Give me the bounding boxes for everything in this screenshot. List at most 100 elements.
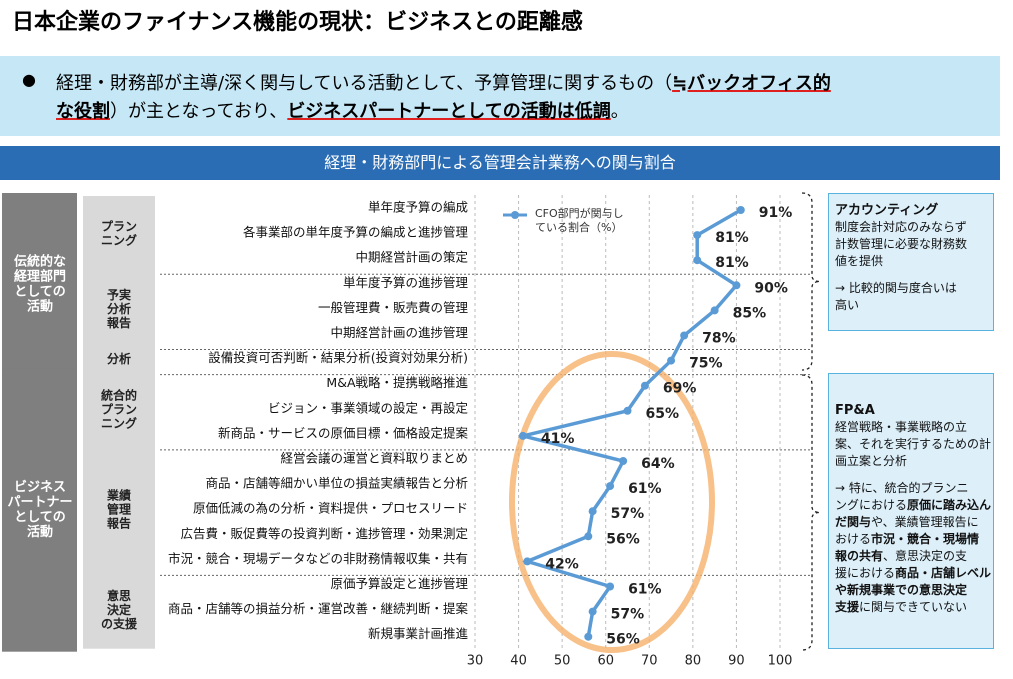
value-label: 78%	[702, 331, 736, 347]
data-point	[710, 306, 719, 315]
data-point	[518, 431, 527, 440]
value-label: 85%	[733, 305, 767, 321]
note-line: 援における商品・店舗レベル	[835, 565, 991, 582]
category-label: 新規事業計画推進	[368, 626, 469, 641]
legend-text: ている割合（%）	[535, 220, 622, 234]
category-label: 中期経営計画の策定	[355, 250, 468, 265]
summary-text: 。	[610, 101, 629, 122]
note-text: 高い	[835, 298, 860, 312]
note-heading: アカウンティング	[835, 203, 939, 218]
note-text: 値を提供	[835, 254, 884, 268]
subgroup-label: 統合的	[101, 387, 137, 402]
summary-text: 経理・財務部が主導/深く関与している活動として、予算管理に関するもの（	[56, 73, 673, 94]
value-label: 91%	[759, 205, 793, 221]
group-label: 経理部門	[14, 268, 66, 284]
data-point	[693, 256, 702, 265]
note-text: 、意思決定の支	[883, 549, 968, 563]
category-label: 原価予算設定と進捗管理	[330, 576, 468, 591]
summary-text: ビジネスパートナーとしての活動は低調	[287, 101, 611, 122]
group-box	[2, 193, 77, 376]
highlight-ellipse	[509, 351, 715, 653]
subgroup-label: 決定	[107, 602, 131, 617]
data-line	[522, 208, 742, 637]
subgroup-label: 報告	[107, 315, 131, 330]
group-label: パートナー	[7, 495, 72, 510]
group-label: 伝統的な	[14, 253, 66, 269]
note-line: 制度会計対応のみならず	[835, 219, 987, 236]
category-label: ビジョン・事業領域の設定・再設定	[268, 400, 468, 415]
category-label: 経営会議の運営と資料取りまとめ	[280, 451, 468, 466]
note-text: ングにおける	[835, 498, 908, 512]
x-tick-label: 30	[467, 654, 484, 669]
note-text: → 比較的関与度合いは	[835, 281, 957, 295]
data-point	[732, 281, 741, 290]
subgroup-label: 管理	[107, 502, 131, 517]
value-label: 57%	[611, 607, 645, 623]
note-heading: FP&A	[835, 403, 875, 418]
subgroup-label: 分析	[107, 301, 131, 316]
legend-text: CFO部門が関与し	[535, 206, 624, 220]
data-point	[640, 381, 649, 390]
category-label: 市況・競合・現場データなどの非財務情報収集・共有	[168, 551, 468, 566]
slide-title: 日本企業のファイナンス機能の現状：ビジネスとの距離感	[12, 10, 583, 35]
note-line: 報の共有、意思決定の支	[835, 548, 987, 565]
note-line: 計数管理に必要な財務数	[835, 236, 987, 253]
subgroup-box	[83, 371, 155, 448]
x-tick-label: 80	[685, 654, 702, 669]
note-line: 経営戦略・事業戦略の立	[835, 419, 987, 436]
note-box: アカウンティング制度会計対応のみならず計数管理に必要な財務数 値を提供 → 比較的関…	[828, 193, 994, 331]
data-point	[606, 482, 615, 491]
subgroup-label: プラン	[101, 219, 137, 234]
bracket	[801, 192, 821, 371]
subgroup-label: ニング	[101, 415, 137, 430]
note-line: おける市況・競合・現場情	[835, 531, 987, 548]
note-text: 制度会計対応のみならず	[835, 220, 967, 234]
value-label: 61%	[628, 582, 662, 598]
note-text: 報の共有	[835, 549, 884, 563]
subgroup-box	[83, 447, 155, 574]
category-label: 商品・店舗等の損益分析・運営改善・継続判断・提案	[168, 601, 469, 616]
data-point	[588, 607, 597, 616]
category-label: 単年度予算の編成	[368, 200, 468, 215]
category-label: 一般管理費・販売費の管理	[318, 300, 469, 315]
note-text: 画立案と分析	[835, 454, 908, 468]
note-text: 原価に踏み込ん	[907, 498, 992, 512]
note-line: → 特に、統合的プランニ	[835, 480, 987, 497]
note-line: → 比較的関与度合いは	[835, 280, 987, 297]
x-tick-label: 70	[641, 654, 658, 669]
subgroup-label: の支援	[101, 616, 138, 631]
note-text: 支援	[835, 600, 860, 614]
bracket	[801, 374, 821, 651]
x-tick-label: 100	[768, 654, 793, 669]
note-line: 画立案と分析	[835, 453, 987, 470]
summary-text: ≒バックオフィス的	[672, 73, 831, 94]
note-line: 案、それを実行するための計	[835, 436, 991, 453]
data-point	[680, 331, 689, 340]
value-label: 64%	[641, 456, 675, 472]
note-box: FP&A 経営戦略・事業戦略の立案、それを実行するための計 画立案と分析 → 特に、統…	[828, 373, 994, 649]
subgroup-box	[83, 346, 155, 373]
category-label: 中期経営計画の進捗管理	[330, 325, 468, 340]
category-label: 設備投資可否判断・結果分析(投資対効果分析)	[208, 350, 468, 365]
summary-line: 経理・財務部が主導/深く関与している活動として、予算管理に関するもの（≒バックオ…	[56, 69, 831, 95]
note-line: や新規事業での意思決定	[835, 582, 987, 599]
subgroup-label: プラン	[101, 401, 137, 416]
category-label: M&A戦略・提携戦略推進	[326, 375, 468, 390]
note-line: 高い	[835, 297, 987, 314]
data-point	[623, 406, 632, 415]
subgroup-label: 分析	[107, 351, 131, 366]
group-label: 活動	[27, 298, 53, 314]
note-line: 値を提供	[835, 253, 987, 270]
category-label: 原価低減の為の分析・資料提供・プロセスリード	[193, 501, 468, 516]
data-point	[693, 231, 702, 240]
x-tick-label: 40	[510, 654, 527, 669]
group-label: ビジネス	[14, 479, 66, 495]
data-point	[619, 457, 628, 465]
category-label: 商品・店舗等細かい単位の損益実績報告と分析	[205, 476, 468, 491]
value-label: 65%	[646, 406, 680, 422]
value-label: 42%	[545, 556, 579, 572]
value-label: 57%	[611, 506, 645, 522]
note-text: 経営戦略・事業戦略の立	[835, 420, 968, 434]
subgroup-box	[83, 271, 155, 348]
note-text: おける	[835, 532, 872, 546]
